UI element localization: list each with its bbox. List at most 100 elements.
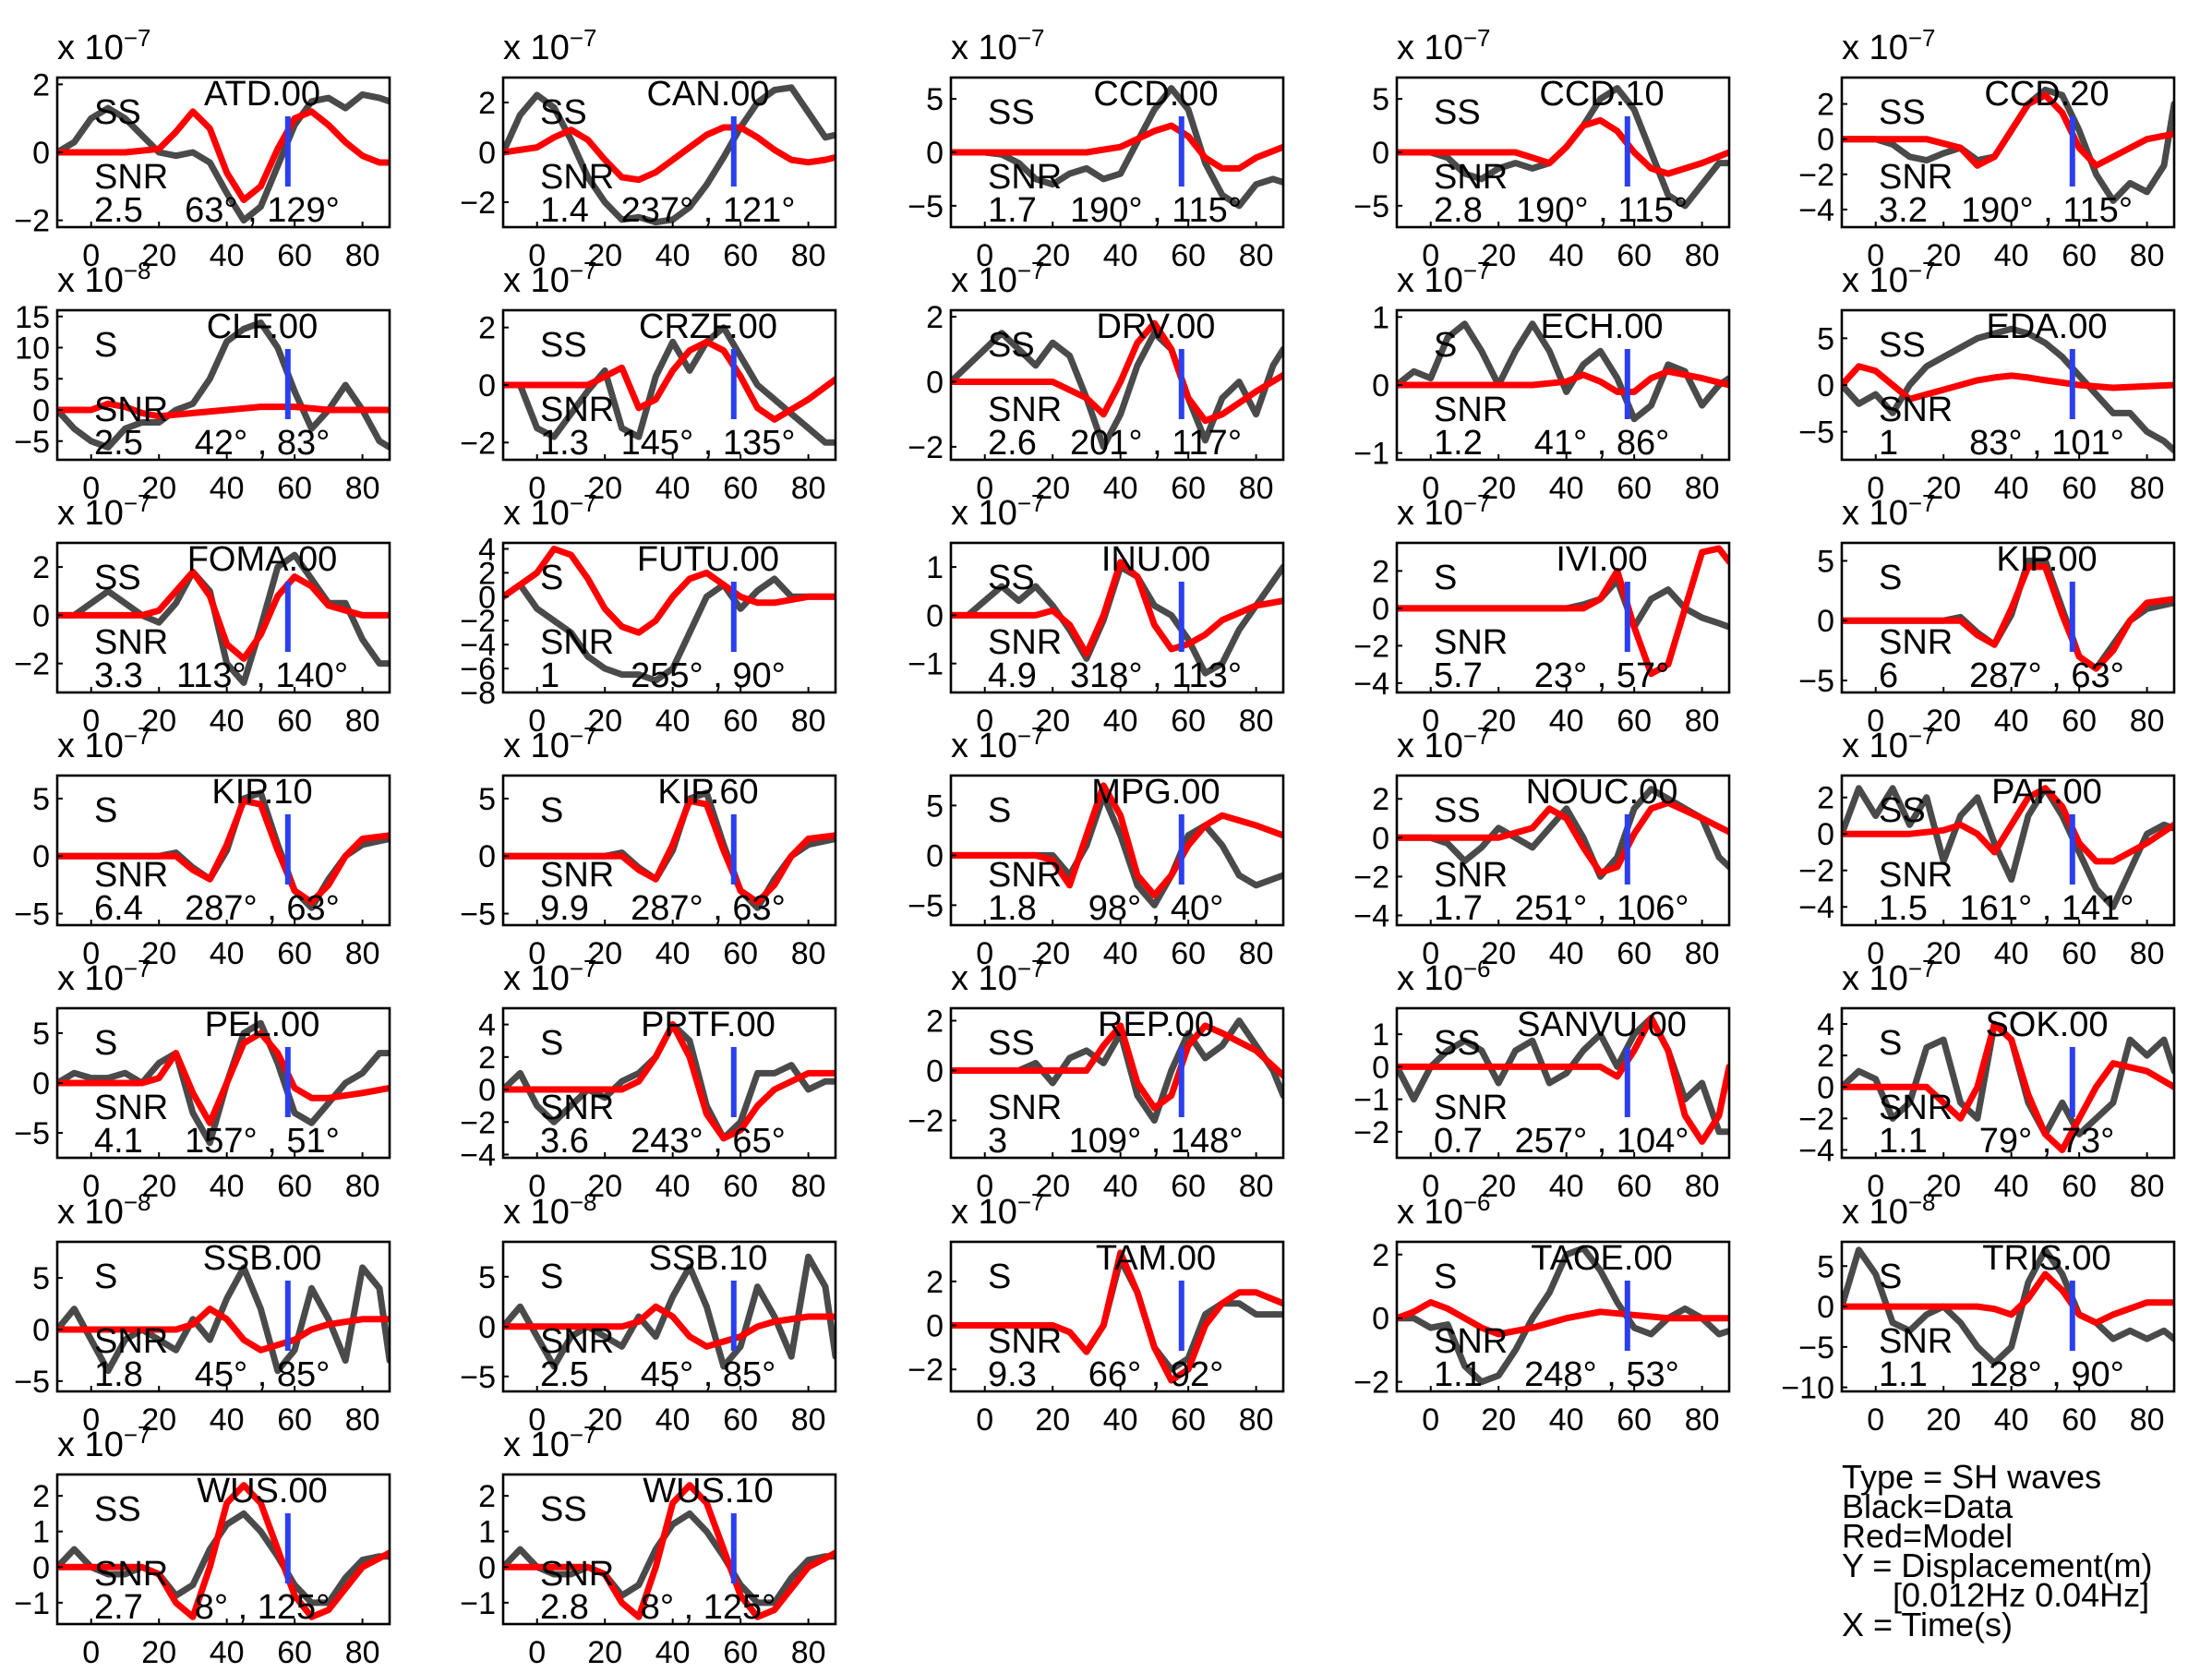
x-tick-label: 0 [528,238,546,273]
azimuth-distance-label: 201° , 117° [1070,424,1242,463]
y-exponent: x 10−7 [951,955,1044,998]
y-tick-label: −2 [460,1105,496,1140]
y-tick-label: 0 [1372,821,1389,856]
x-tick-label: 0 [1422,471,1439,506]
y-tick-label: 1 [1372,1017,1389,1053]
y-exponent: x 10−7 [1397,722,1490,765]
x-tick-label: 20 [1926,471,1961,506]
snr-value: 6.4 [94,889,143,928]
snr-label: SNR [94,856,168,895]
y-tick-label: 2 [478,556,496,591]
y-tick-label: −2 [1353,629,1389,664]
x-tick-label: 80 [2130,936,2165,971]
x-tick-label: 20 [587,238,622,273]
y-exponent: x 10−6 [1397,955,1490,998]
azimuth-distance-label: 287° , 63° [631,889,786,928]
y-tick-label: 0 [478,580,496,615]
azimuth-distance-label: 287° , 63° [1969,656,2124,695]
y-exponent: x 10−7 [951,722,1044,765]
panel-frame [949,541,1285,694]
y-tick-label: 0 [1817,604,1834,639]
x-tick-label: 60 [277,936,312,971]
x-tick-label: 0 [82,1169,100,1204]
snr-value: 1.8 [94,1355,143,1394]
y-tick-label: −4 [1353,898,1389,933]
snr-value: 0.7 [1434,1122,1483,1161]
snr-value: 3 [988,1122,1007,1161]
panel-frame [55,774,391,927]
y-exponent: x 10−7 [951,1188,1044,1232]
panel-frame [501,774,837,927]
x-tick-label: 80 [1239,704,1274,739]
legend: Type = SH waves Black=Data Red=Model Y =… [1842,1458,2152,1643]
snr-value: 1.7 [1434,889,1483,928]
model-trace [1397,116,1729,177]
x-tick-label: 40 [655,238,691,273]
y-tick-label: −5 [14,1365,50,1400]
station-label: CCD.20 [1984,75,2109,114]
x-tick-label: 20 [1481,936,1516,971]
station-label: PAF.00 [1991,773,2102,812]
snr-value: 1.7 [988,191,1037,230]
y-exponent: x 10−8 [503,1188,596,1232]
model-trace [57,1306,390,1354]
y-tick-label: 0 [1817,123,1834,158]
azimuth-distance-label: 128° , 90° [1969,1355,2124,1394]
snr-label: SNR [1879,623,1953,662]
x-tick-label: 0 [1867,704,1884,739]
panel-frame [501,1006,837,1160]
phase-label: S [1879,559,1902,597]
snr-value: 1.3 [540,424,589,463]
y-tick-label: 5 [1817,321,1834,356]
panel-frame [55,1473,391,1626]
x-tick-label: 60 [1171,704,1206,739]
y-tick-label: 0 [478,136,496,171]
x-tick-label: 60 [723,1402,758,1438]
y-tick-label: −4 [460,628,496,663]
x-tick-label: 20 [141,1169,176,1204]
phase-label: S [1879,1024,1902,1063]
y-tick-label: 0 [1372,592,1389,627]
station-label: TAM.00 [1096,1239,1216,1278]
y-tick-label: 5 [32,362,50,397]
station-label: ATD.00 [204,75,320,114]
station-label: EDA.00 [1987,307,2108,346]
x-tick-label: 60 [723,1169,758,1204]
y-tick-label: 2 [32,550,50,585]
snr-value: 2.8 [540,1588,589,1627]
x-tick-label: 20 [587,1635,622,1670]
snr-label: SNR [540,158,614,197]
panel-frame [1840,1006,2176,1160]
phase-label: S [94,326,117,365]
y-exponent: x 10−7 [1842,489,1935,533]
y-tick-label: 10 [15,331,50,367]
x-tick-label: 60 [277,1402,312,1438]
x-tick-label: 60 [1171,471,1206,506]
snr-value: 1.1 [1434,1355,1483,1394]
x-tick-label: 0 [528,1635,546,1670]
x-tick-label: 80 [1685,1402,1720,1438]
panel-frame [55,1240,391,1393]
y-tick-label: −2 [908,1104,944,1139]
x-tick-label: 20 [141,936,176,971]
x-tick-label: 20 [141,471,176,506]
x-tick-label: 20 [1035,1169,1070,1204]
x-tick-label: 0 [976,471,993,506]
model-trace [57,400,390,420]
y-tick-label: −2 [908,430,944,465]
x-tick-label: 40 [1103,1169,1138,1204]
x-tick-label: 40 [1549,238,1584,273]
snr-value: 1.4 [540,191,589,230]
y-tick-label: 0 [32,598,50,633]
azimuth-distance-label: 98° , 40° [1088,889,1224,928]
station-label: TAOE.00 [1531,1239,1672,1278]
model-trace [951,1022,1283,1112]
y-tick-label: −2 [460,186,496,221]
x-tick-label: 60 [723,471,758,506]
y-tick-label: 0 [478,1550,496,1585]
station-label: CRZF.00 [639,307,777,346]
